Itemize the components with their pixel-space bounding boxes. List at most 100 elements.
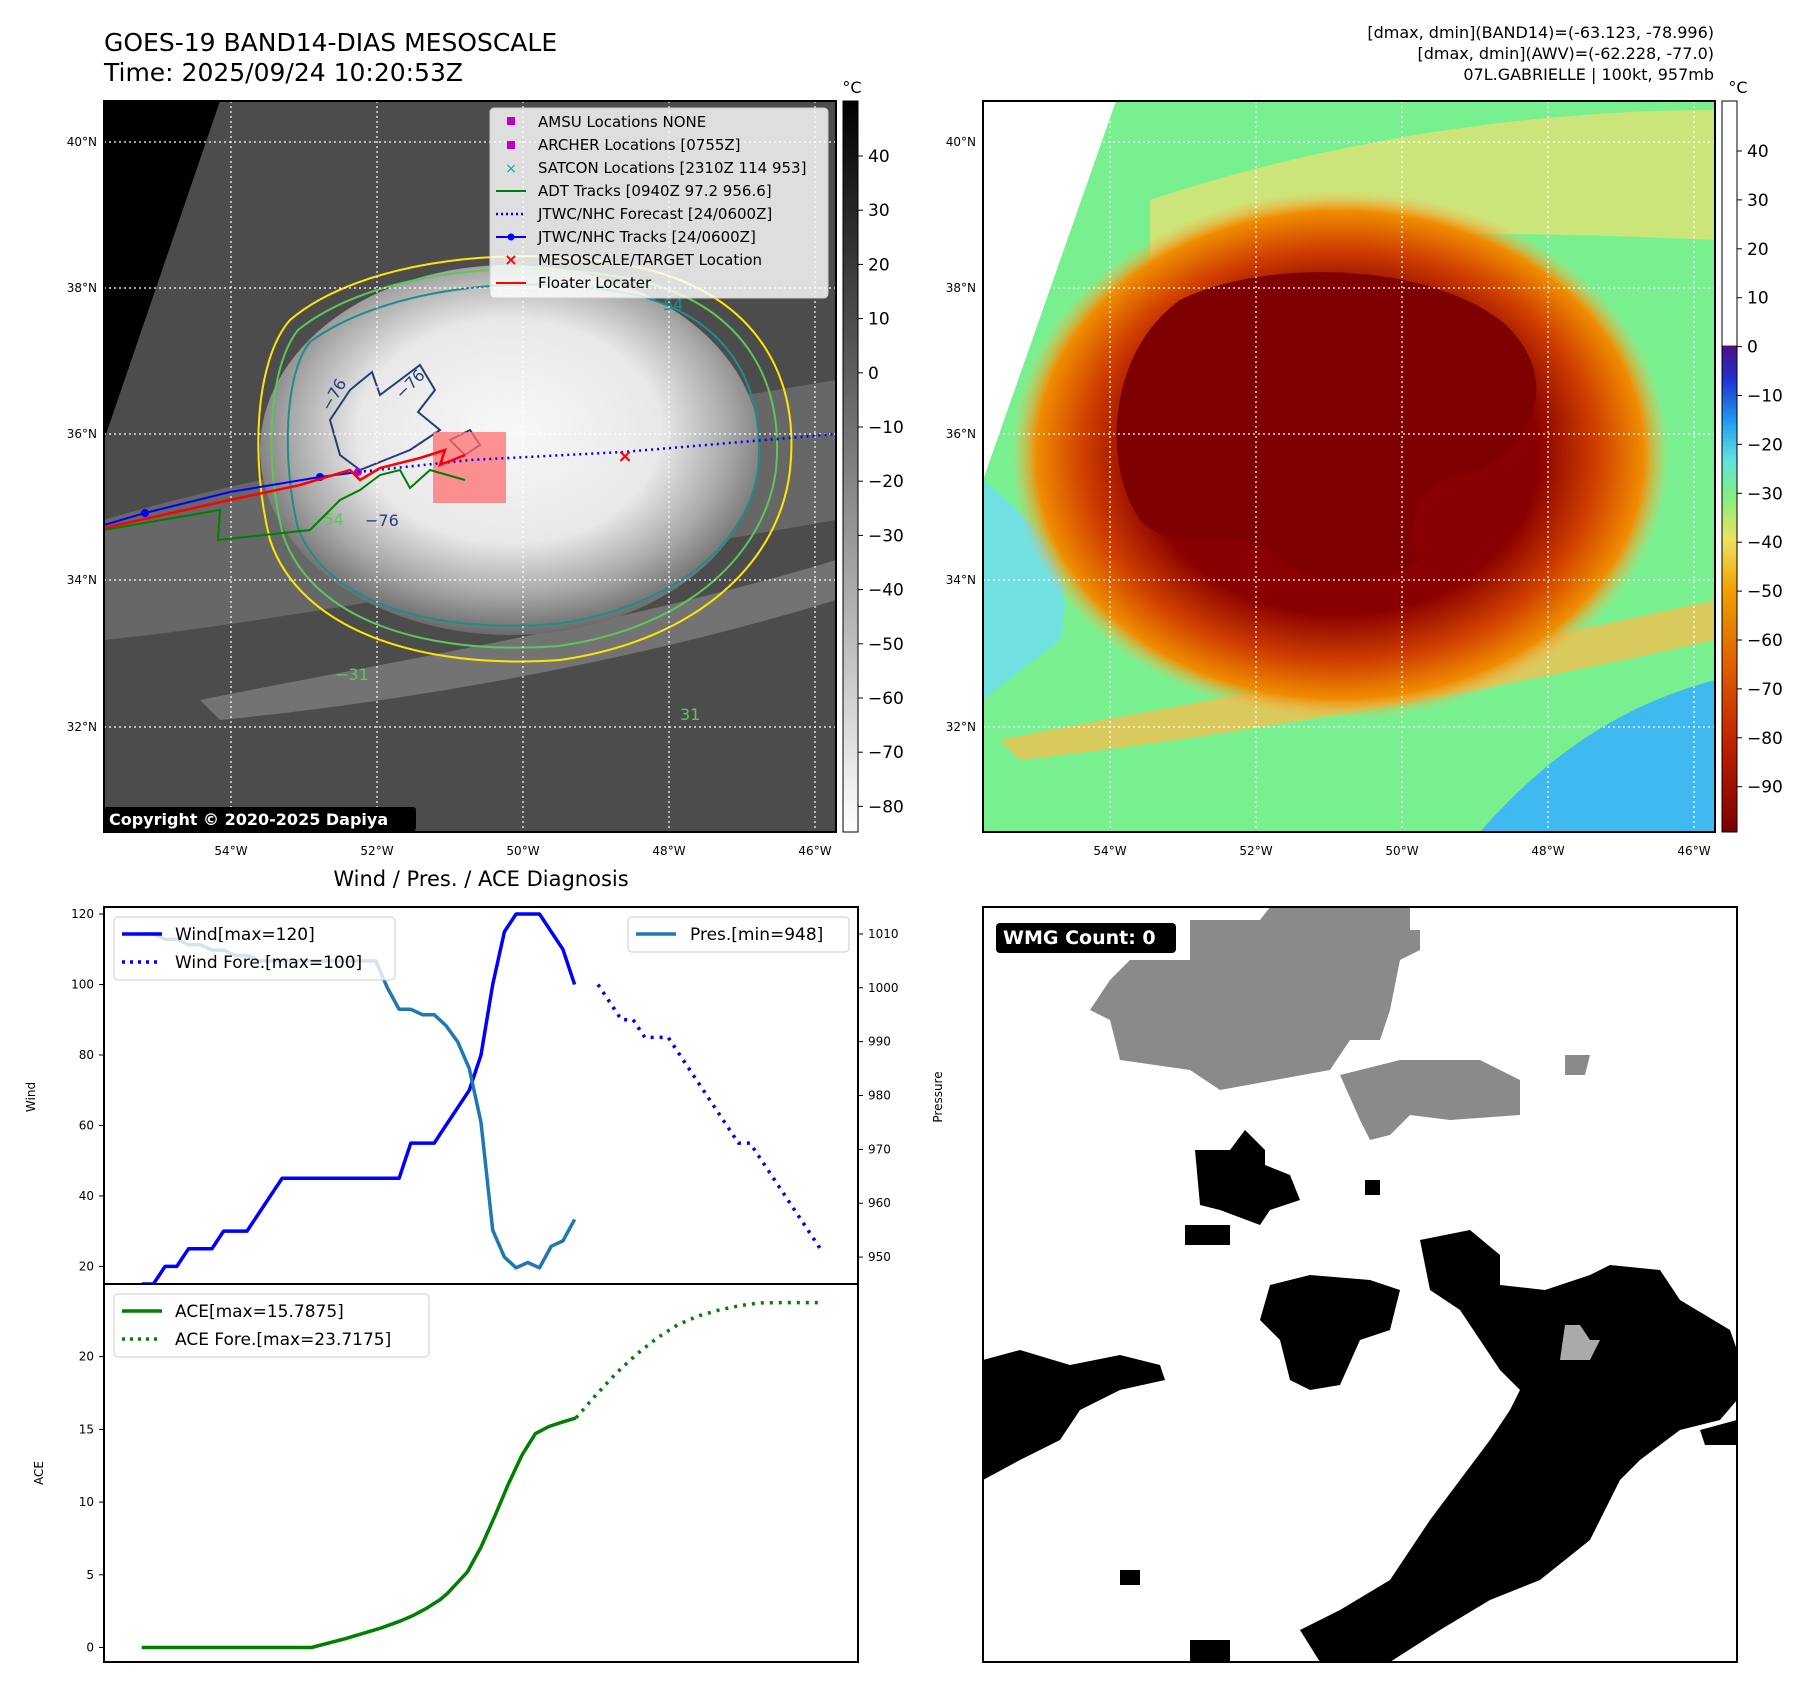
ir-lower-band xyxy=(200,560,836,720)
pressure-legend: Pres.[min=948] xyxy=(627,916,850,953)
lat-label: 32°N xyxy=(67,720,97,734)
wmg-frame xyxy=(982,906,1738,1663)
colorbar-tick-label: −20 xyxy=(1747,435,1783,455)
wind-legend: Wind[max=120] Wind Fore.[max=100] xyxy=(113,916,396,981)
dias-frame xyxy=(982,100,1716,833)
adt-track xyxy=(104,468,466,542)
floater-track xyxy=(104,448,466,530)
colorbar-tick-label: −80 xyxy=(868,797,904,817)
lat-label: 34°N xyxy=(67,573,97,587)
dias-map-panel: 40°N 38°N 36°N 34°N 32°N 54°W 52°W 50°W … xyxy=(946,78,1783,858)
ir-no-data-region xyxy=(104,101,220,440)
axis-tick-label: 1010 xyxy=(868,927,899,941)
colorbar-tick-label: −90 xyxy=(1747,778,1783,798)
contour-label: −76 xyxy=(365,511,399,530)
series-line xyxy=(141,932,577,1270)
lon-label: 52°W xyxy=(360,844,393,858)
dias-colorbar xyxy=(1721,100,1738,833)
wmg-panel: WMG Count: 0 xyxy=(982,906,1738,1663)
contour-label: 54 xyxy=(663,295,683,314)
lon-label: 54°W xyxy=(214,844,247,858)
chart-title: Wind / Pres. / ACE Diagnosis xyxy=(333,867,628,891)
lat-label: 32°N xyxy=(946,720,976,734)
wmg-count: WMG Count: 0 xyxy=(1003,927,1156,949)
ir-frame xyxy=(103,100,837,833)
figure-title: GOES-19 BAND14-DIAS MESOSCALE xyxy=(104,28,557,57)
legend-label: SATCON Locations [2310Z 114 953] xyxy=(538,159,806,177)
colorbar-tick-label: 0 xyxy=(868,364,879,384)
contour-label: 31 xyxy=(680,705,700,724)
ir-map-panel: −76 −76 −76 54 −54 −31 31 × xyxy=(67,78,904,858)
dias-gridlines xyxy=(983,101,1715,832)
colorbar-tick-label: −20 xyxy=(868,472,904,492)
axis-tick-label: 80 xyxy=(79,1048,94,1062)
colorbar-tick-label: −70 xyxy=(1747,680,1783,700)
axis-tick-label: 970 xyxy=(868,1142,891,1156)
colorbar-tick-label: −10 xyxy=(868,418,904,438)
lat-label: 36°N xyxy=(67,427,97,441)
ir-colorbar-ticks: 40 30 20 10 0 −10 −20 −30 −40 −50 −60 −70 −80 xyxy=(858,147,904,817)
wmg-black-cluster xyxy=(983,1130,1737,1662)
dias-blue-southeast xyxy=(1480,680,1715,832)
colorbar-tick-label: 10 xyxy=(1747,289,1769,309)
copyright-box xyxy=(104,807,416,831)
colorbar-tick-label: 10 xyxy=(868,310,890,330)
axis-tick-label: 10 xyxy=(79,1495,94,1509)
ace-chart: 0 5 10 15 20 ACE ACE[max=15.7875] ACE Fore.[… xyxy=(32,1283,859,1663)
lat-label: 40°N xyxy=(946,135,976,149)
ir-lon-labels: 54°W 52°W 50°W 48°W 46°W xyxy=(214,844,831,858)
axis-tick-label: 120 xyxy=(71,907,94,921)
dias-no-data-region xyxy=(983,101,1116,480)
colorbar-tick-label: −60 xyxy=(868,689,904,709)
legend-label: ARCHER Locations [0755Z] xyxy=(538,136,741,154)
colorbar-tick-label: −70 xyxy=(868,743,904,763)
ace-y-ticks: 0 5 10 15 20 xyxy=(79,1350,104,1654)
legend-marker-satcon: × xyxy=(505,161,517,177)
mesoscale-target-marker: × xyxy=(617,446,632,467)
series-line xyxy=(141,1416,577,1650)
axis-tick-label: 960 xyxy=(868,1196,891,1210)
lat-label: 38°N xyxy=(946,281,976,295)
legend-label: Pres.[min=948] xyxy=(690,925,823,945)
lon-label: 52°W xyxy=(1239,844,1272,858)
axis-tick-label: 15 xyxy=(79,1422,94,1436)
lon-label: 54°W xyxy=(1093,844,1126,858)
colorbar-tick-label: −80 xyxy=(1747,729,1783,749)
legend-label: Floater Locater xyxy=(538,274,652,292)
axis-tick-label: 100 xyxy=(71,978,94,992)
figure-time: Time: 2025/09/24 10:20:53Z xyxy=(103,58,463,87)
lon-label: 46°W xyxy=(798,844,831,858)
wmg-light-gray-cell xyxy=(1560,1325,1600,1360)
ace-legend: ACE[max=15.7875] ACE Fore.[max=23.7175] xyxy=(113,1293,430,1358)
ace-axis-label: ACE xyxy=(32,1461,46,1485)
lon-label: 48°W xyxy=(1531,844,1564,858)
legend-label: AMSU Locations NONE xyxy=(538,113,706,131)
legend-label: ACE[max=15.7875] xyxy=(175,1302,344,1322)
stats-band14: [dmax, dmin](BAND14)=(-63.123, -78.996) xyxy=(1367,23,1714,42)
lon-label: 48°W xyxy=(652,844,685,858)
lon-label: 46°W xyxy=(1677,844,1710,858)
floater-box xyxy=(433,432,506,503)
colorbar-tick-label: −50 xyxy=(1747,582,1783,602)
colorbar-tick-label: −30 xyxy=(1747,484,1783,504)
dias-cyan-west xyxy=(983,480,1065,700)
ir-colorbar-unit: °C xyxy=(842,78,861,97)
axis-tick-label: 0 xyxy=(86,1640,94,1654)
wind-pressure-chart: 20 40 60 80 100 120 950 960 970 980 990 1000 1010 W… xyxy=(24,906,945,1285)
colorbar-tick-label: −10 xyxy=(1747,387,1783,407)
lat-label: 38°N xyxy=(67,281,97,295)
dias-colorbar-ticks: 40 30 20 10 0 −10 −20 −30 −40 −50 −60 −70 −80 −90 xyxy=(1737,142,1783,798)
colorbar-tick-label: −40 xyxy=(1747,533,1783,553)
series-line xyxy=(596,983,822,1250)
ir-storm-cloud xyxy=(260,265,760,635)
colorbar-tick-label: −60 xyxy=(1747,631,1783,651)
lat-label: 34°N xyxy=(946,573,976,587)
pressure-y-ticks: 950 960 970 980 990 1000 1010 xyxy=(858,927,899,1264)
wind-y-ticks: 20 40 60 80 100 120 xyxy=(71,907,104,1273)
axis-tick-label: 20 xyxy=(79,1350,94,1364)
dias-storm-core xyxy=(1116,272,1537,583)
colorbar-tick-label: 30 xyxy=(868,201,890,221)
axis-tick-label: 990 xyxy=(868,1035,891,1049)
legend-marker-mesoscale: × xyxy=(504,250,517,269)
